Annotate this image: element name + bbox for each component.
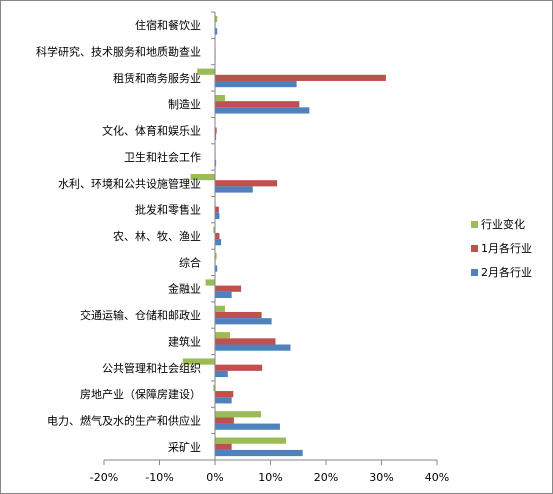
bar-2月各行业-卫生和社会工作 xyxy=(215,160,217,167)
value-axis-tick-label: 0% xyxy=(206,471,223,484)
legend-label-1月各行业: 1月各行业 xyxy=(481,241,532,255)
legend-swatch-1月各行业 xyxy=(471,245,478,252)
category-label: 批发和零售业 xyxy=(135,203,201,217)
value-axis-tick-label: -20% xyxy=(90,471,118,484)
category-label: 采矿业 xyxy=(168,441,201,454)
bar-行业变化-公共管理和社会组织 xyxy=(182,358,215,365)
bar-行业变化-水利、环境和公共设施管理业 xyxy=(190,173,215,181)
legend-label-2月各行业: 2月各行业 xyxy=(481,265,532,279)
bar-2月各行业-综合 xyxy=(215,265,218,272)
value-axis-tick-label: -10% xyxy=(145,471,173,484)
category-label: 综合 xyxy=(179,255,201,269)
category-label: 租赁和商务服务业 xyxy=(113,71,201,85)
bar-行业变化-房地产业（保障房建设） xyxy=(213,384,215,392)
bar-2月各行业-交通运输、仓储和邮政业 xyxy=(215,318,272,325)
bar-2月各行业-公共管理和社会组织 xyxy=(215,370,228,378)
category-label: 电力、燃气及水的生产和供应业 xyxy=(47,414,201,428)
bar-1月各行业-公共管理和社会组织 xyxy=(215,364,263,371)
bar-2月各行业-金融业 xyxy=(215,291,232,299)
bar-1月各行业-制造业 xyxy=(215,101,300,108)
category-label: 建筑业 xyxy=(168,334,201,348)
bar-2月各行业-电力、燃气及水的生产和供应业 xyxy=(215,423,280,430)
value-axis-tick-label: 20% xyxy=(314,471,338,484)
value-axis-tick-label: 30% xyxy=(369,471,393,484)
category-label: 公共管理和社会组织 xyxy=(102,361,201,375)
bar-2月各行业-农、林、牧、渔业 xyxy=(215,239,222,246)
legend-swatch-行业变化 xyxy=(471,221,478,228)
bar-1月各行业-采矿业 xyxy=(215,443,232,450)
bar-1月各行业-租赁和商务服务业 xyxy=(215,74,386,81)
bar-2月各行业-文化、体育和娱乐业 xyxy=(215,133,217,140)
bar-行业变化-采矿业 xyxy=(215,437,287,444)
value-axis-tick-label: 10% xyxy=(258,471,282,484)
bar-行业变化-交通运输、仓储和邮政业 xyxy=(215,305,225,312)
bar-1月各行业-交通运输、仓储和邮政业 xyxy=(215,311,262,319)
bar-1月各行业-农、林、牧、渔业 xyxy=(215,232,220,240)
category-label: 卫生和社会工作 xyxy=(124,150,201,164)
bars-layer xyxy=(182,15,386,457)
bar-1月各行业-批发和零售业 xyxy=(215,206,219,213)
value-axis-tick-label: 40% xyxy=(425,471,449,484)
bar-2月各行业-采矿业 xyxy=(215,449,303,457)
bar-1月各行业-文化、体育和娱乐业 xyxy=(215,127,217,134)
bar-行业变化-电力、燃气及水的生产和供应业 xyxy=(215,411,262,418)
bar-行业变化-农、林、牧、渔业 xyxy=(213,226,215,233)
bar-行业变化-租赁和商务服务业 xyxy=(197,68,215,75)
legend-label-行业变化: 行业变化 xyxy=(481,217,525,231)
axes-layer: 采矿业 电力、燃气及水的生产和供应业 房地产业（保障房建设） 公共管理和社会组织 建筑业… xyxy=(36,11,449,484)
bar-1月各行业-电力、燃气及水的生产和供应业 xyxy=(215,417,234,424)
category-label: 农、林、牧、渔业 xyxy=(113,229,201,243)
bar-2月各行业-租赁和商务服务业 xyxy=(215,80,297,88)
bar-1月各行业-水利、环境和公共设施管理业 xyxy=(215,180,278,187)
bar-行业变化-制造业 xyxy=(215,94,225,102)
bar-行业变化-建筑业 xyxy=(215,332,230,339)
category-label: 水利、环境和公共设施管理业 xyxy=(58,176,201,190)
category-label: 制造业 xyxy=(168,97,201,111)
bar-2月各行业-住宿和餐饮业 xyxy=(215,28,218,35)
bar-1月各行业-房地产业（保障房建设） xyxy=(215,391,234,398)
bar-2月各行业-水利、环境和公共设施管理业 xyxy=(215,186,253,193)
bar-1月各行业-金融业 xyxy=(215,285,242,292)
bar-行业变化-综合 xyxy=(215,253,217,260)
bar-2月各行业-房地产业（保障房建设） xyxy=(215,397,232,404)
bar-2月各行业-建筑业 xyxy=(215,344,291,351)
bar-行业变化-住宿和餐饮业 xyxy=(215,15,218,23)
bar-2月各行业-批发和零售业 xyxy=(215,212,220,219)
category-label: 文化、体育和娱乐业 xyxy=(102,124,201,138)
category-label: 房地产业（保障房建设） xyxy=(80,387,201,401)
bar-行业变化-金融业 xyxy=(205,279,215,286)
category-label: 科学研究、技术服务和地质勘查业 xyxy=(36,45,201,59)
bar-2月各行业-制造业 xyxy=(215,107,310,114)
category-label: 住宿和餐饮业 xyxy=(135,18,201,32)
legend-swatch-2月各行业 xyxy=(471,269,478,276)
legend: 行业变化 1月各行业 2月各行业 xyxy=(471,217,532,279)
category-label: 金融业 xyxy=(168,282,201,296)
bar-1月各行业-建筑业 xyxy=(215,338,276,345)
category-label: 交通运输、仓储和邮政业 xyxy=(80,308,201,322)
